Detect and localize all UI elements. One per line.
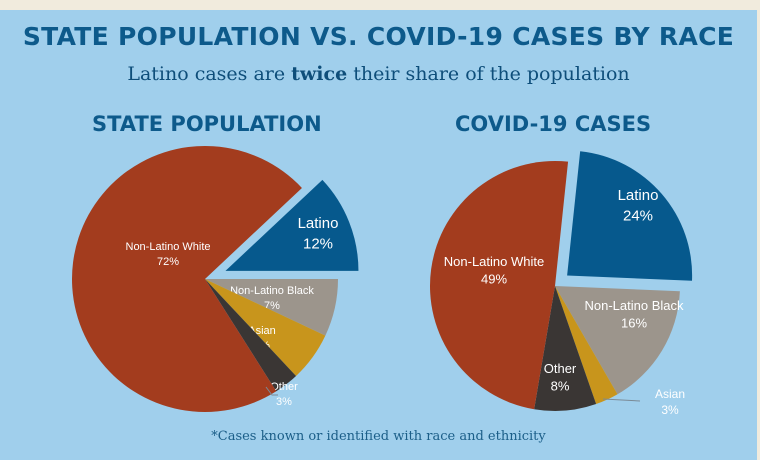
subtitle: Latino cases are twice their share of th… [0, 63, 757, 85]
slice-value-label: 8% [551, 379, 570, 394]
main-title: STATE POPULATION VS. COVID-19 CASES BY R… [22, 22, 735, 51]
slice-label: Other [544, 361, 577, 376]
slice-value-label: 49% [481, 272, 507, 287]
slice-label: Non-Latino Black [585, 298, 684, 313]
slice-value-label: 3% [276, 396, 292, 408]
pie-slice-other [534, 286, 597, 411]
pie-slice-latino [567, 151, 693, 281]
subtitle-text-end: their share of the population [347, 63, 630, 85]
slice-label: Non-Latino White [444, 254, 544, 269]
slice-label: Non-Latino White [126, 241, 211, 253]
pie-slice-non-latino-white [72, 145, 302, 412]
leader-line-asian [602, 398, 641, 402]
footnote: *Cases known or identified with race and… [211, 429, 546, 444]
leader-line-other [265, 386, 278, 396]
subtitle-emphasis: twice [291, 63, 348, 85]
pie-slice-non-latino-black [555, 286, 680, 395]
subtitle-text: Latino cases are [127, 63, 292, 85]
pie-slice-non-latino-white [429, 161, 569, 410]
slice-value-label: 12% [303, 235, 333, 252]
pie-title-population: STATE POPULATION [92, 112, 322, 136]
slice-value-label: 72% [157, 256, 179, 268]
slice-label: Latino [298, 215, 339, 232]
slice-value-label: 16% [621, 316, 647, 331]
pie-slice-non-latino-black [205, 279, 338, 336]
pie-title-cases: COVID-19 CASES [455, 112, 652, 136]
slice-value-label: 24% [623, 207, 653, 224]
slice-label: Latino [618, 187, 659, 204]
slice-label: Asian [655, 387, 685, 401]
pie-slice-other [205, 279, 297, 392]
slice-label: Other [270, 381, 298, 393]
pie-slice-asian [205, 279, 326, 376]
pie-slice-latino [225, 179, 359, 271]
slice-value-label: 3% [661, 403, 679, 417]
slice-label: Non-Latino Black [230, 285, 314, 297]
pie-slice-asian [555, 286, 618, 405]
